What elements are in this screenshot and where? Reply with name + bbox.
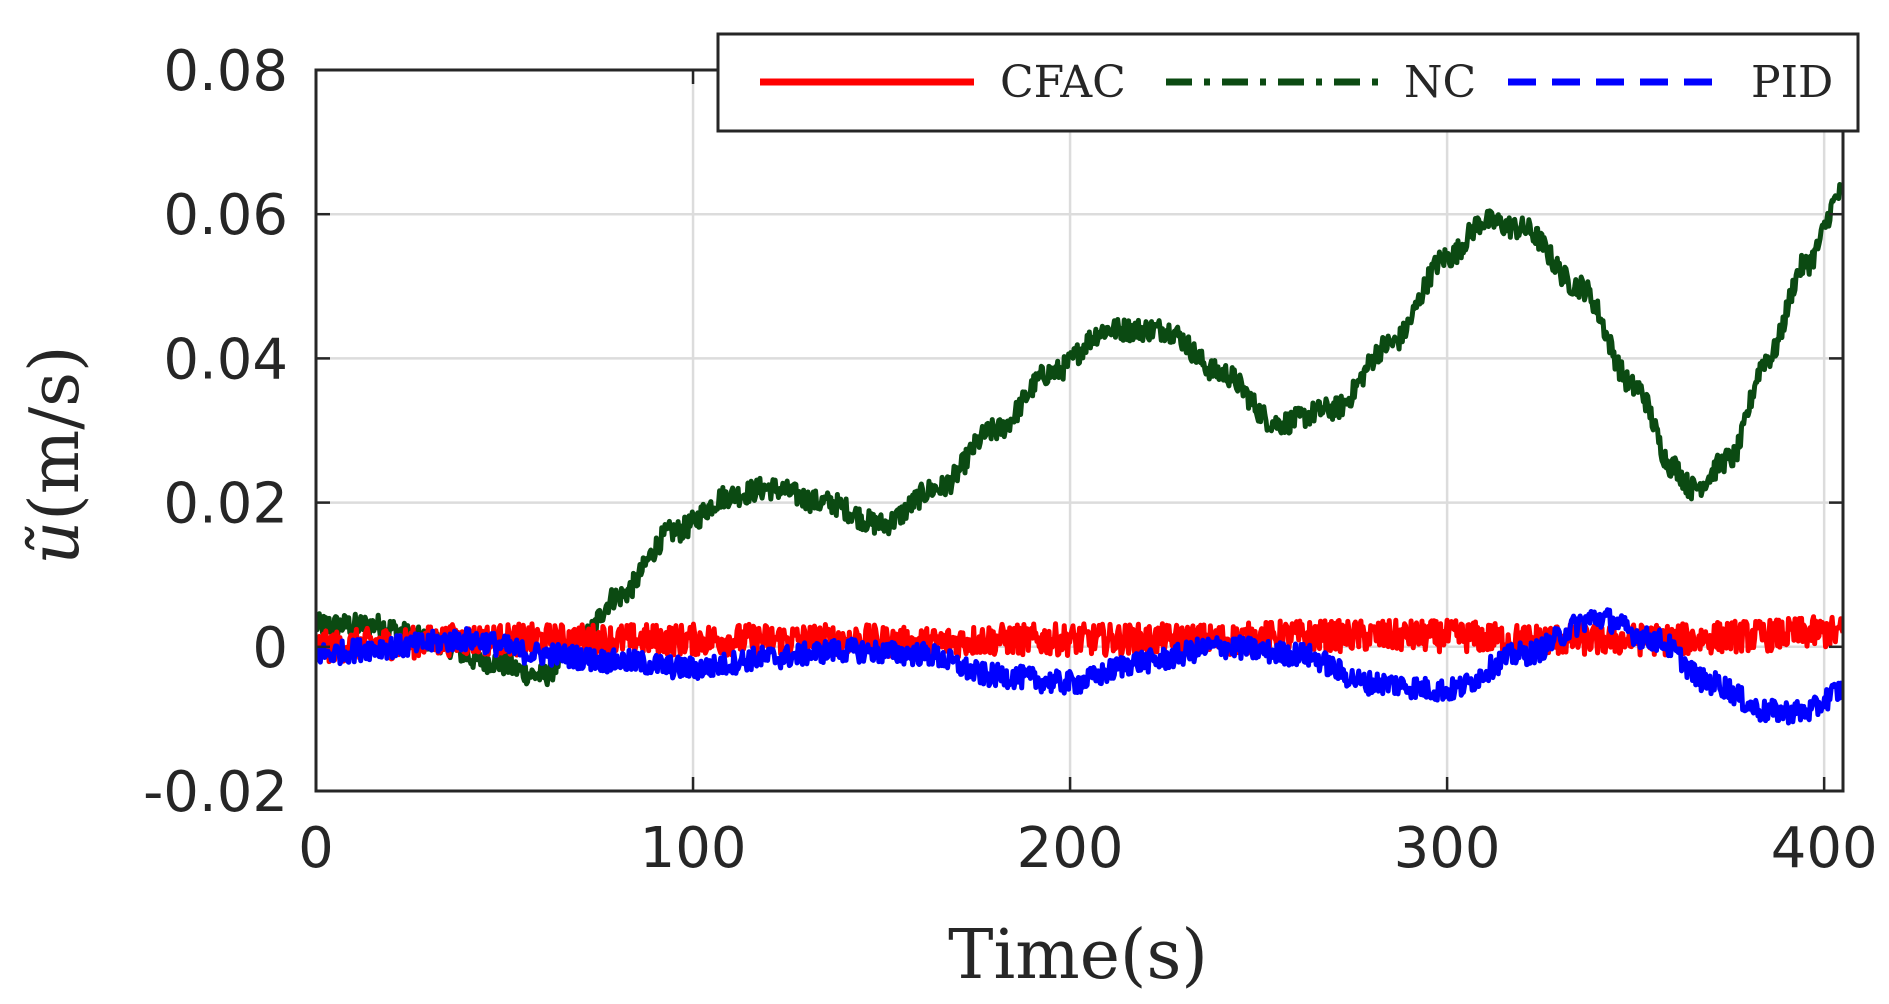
y-tick-label: 0.04 [163, 327, 288, 392]
y-tick-label: -0.02 [143, 760, 288, 825]
x-axis-label: Time(s) [948, 916, 1208, 995]
y-tick-label: 0.08 [163, 39, 288, 104]
series-layer [316, 182, 1843, 726]
y-axis-label: ũ(m/s) [16, 345, 95, 564]
x-tick-label: 200 [1017, 816, 1124, 881]
plot-background [316, 70, 1843, 791]
x-tick-label: 300 [1394, 816, 1501, 881]
y-tick-label: 0.06 [163, 183, 288, 248]
series-line-pid [316, 607, 1843, 726]
y-axis-symbol: ũ [16, 521, 95, 565]
grid [316, 70, 1843, 791]
legend-label-cfac: CFAC [1000, 57, 1126, 108]
y-axis-label-group: ũ(m/s) [16, 345, 95, 564]
y-tick-label: 0 [252, 616, 288, 681]
y-axis-unit: (m/s) [16, 345, 95, 520]
y-tick-label: 0.02 [163, 472, 288, 537]
x-tick-label: 400 [1771, 816, 1878, 881]
x-tick-label: 100 [640, 816, 747, 881]
x-tick-label: 0 [298, 816, 334, 881]
legend: CFAC NC PID [716, 32, 1860, 133]
legend-label-pid: PID [1751, 57, 1833, 108]
legend-label-nc: NC [1404, 57, 1476, 108]
